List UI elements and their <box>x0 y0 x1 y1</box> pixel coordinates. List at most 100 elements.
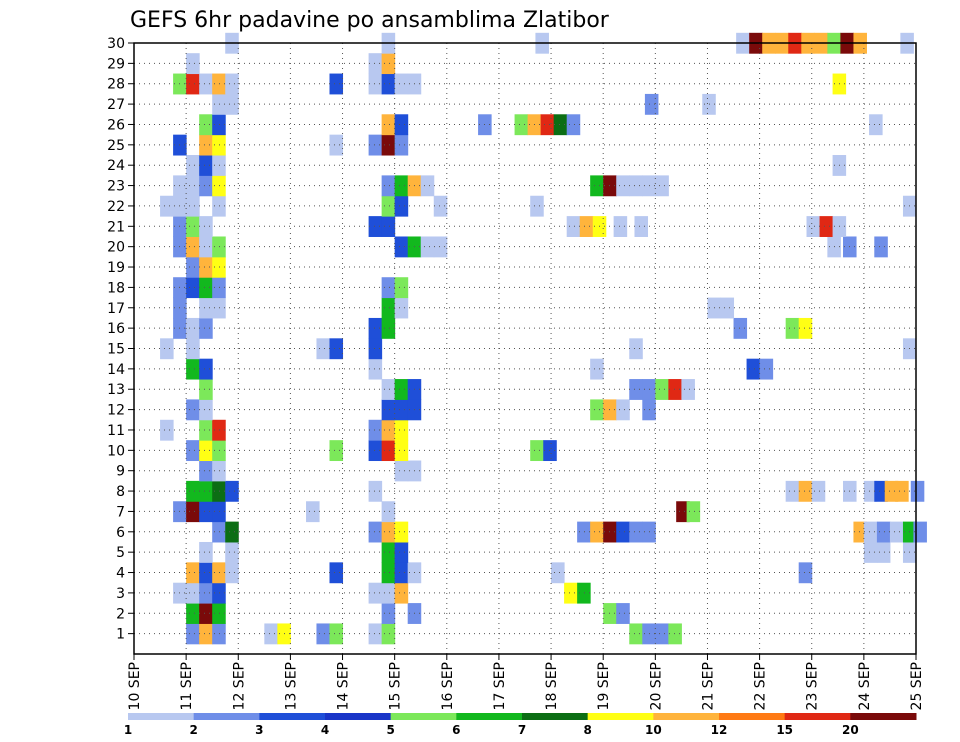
precip-cell <box>212 175 226 197</box>
precip-cell <box>199 440 213 462</box>
x-tick-label: 10 SEP <box>127 662 143 710</box>
precip-cell <box>212 256 226 278</box>
y-tick-label: 25 <box>107 138 125 154</box>
precip-cell <box>381 195 396 217</box>
precip-cell <box>212 501 226 523</box>
precip-cell <box>590 521 604 543</box>
x-tick-label: 22 SEP <box>753 662 769 710</box>
precip-cell <box>212 562 226 584</box>
precip-cell <box>629 175 643 197</box>
colorbar: 1 2 3 4 5 6 7 8 10 12 15 20 <box>124 713 917 737</box>
y-tick-label: 1 <box>116 627 125 643</box>
precip-cell <box>329 73 344 95</box>
y-tick-label: 11 <box>107 423 125 439</box>
precip-cell <box>368 53 383 75</box>
precip-cell <box>199 216 213 237</box>
precip-cell <box>381 623 396 645</box>
precip-cell <box>225 480 239 502</box>
precip-cell <box>199 73 213 95</box>
y-tick-label: 8 <box>116 484 125 500</box>
colorbar-segment <box>390 713 457 720</box>
precip-cell <box>590 358 604 380</box>
precip-cell <box>199 175 213 197</box>
precip-cell <box>785 317 800 339</box>
precip-cell <box>514 114 529 136</box>
colorbar-segment <box>522 713 589 720</box>
precip-cell <box>394 114 409 136</box>
precip-cell <box>368 440 383 462</box>
precip-cell <box>889 521 904 543</box>
precip-cell <box>316 338 330 360</box>
precip-cell <box>420 236 435 258</box>
precip-cell <box>530 440 544 462</box>
precip-cell <box>381 53 396 75</box>
precip-cell <box>199 134 213 156</box>
precip-cell <box>368 317 383 339</box>
precip-cell <box>394 399 409 421</box>
x-tick-label: 20 SEP <box>648 662 664 710</box>
precip-cell <box>394 236 409 258</box>
precip-cell <box>212 195 226 217</box>
precip-cell <box>199 460 213 482</box>
precip-cell <box>368 480 383 502</box>
precip-cell <box>160 338 174 360</box>
colorbar-label: 15 <box>776 723 793 737</box>
precip-cell <box>368 419 383 441</box>
precip-cell <box>644 93 659 115</box>
y-tick-label: 16 <box>107 321 125 337</box>
precip-cell <box>186 216 200 237</box>
precip-cell <box>616 521 630 543</box>
precip-cell <box>381 399 396 421</box>
precip-cell <box>368 358 383 380</box>
y-tick-label: 9 <box>116 464 125 480</box>
colorbar-label: 2 <box>189 723 197 737</box>
precip-cell <box>199 379 213 400</box>
precip-cell <box>564 582 578 604</box>
precip-cell <box>655 623 669 645</box>
y-tick-label: 27 <box>107 97 125 113</box>
precip-cell <box>785 480 800 502</box>
precip-cell <box>199 501 213 523</box>
precip-cell <box>394 277 409 299</box>
precip-cell <box>733 317 748 339</box>
precip-cell <box>577 582 591 604</box>
precip-cell <box>381 175 396 197</box>
precip-cell <box>329 338 344 360</box>
precip-cell <box>186 317 200 339</box>
precip-cell <box>329 623 344 645</box>
precip-cell <box>420 175 435 197</box>
precip-cell <box>186 358 200 380</box>
precip-cell <box>381 73 396 95</box>
y-tick-label: 10 <box>107 443 125 459</box>
colorbar-segment <box>653 713 720 720</box>
precip-cell <box>394 379 409 400</box>
colorbar-label: 12 <box>711 723 728 737</box>
precip-cell <box>160 195 174 217</box>
y-tick-label: 20 <box>107 240 125 256</box>
precip-cell <box>381 379 396 400</box>
precip-cell <box>160 419 174 441</box>
precip-cell <box>212 73 226 95</box>
precip-cell <box>811 480 826 502</box>
y-tick-label: 26 <box>107 117 125 133</box>
y-tick-label: 15 <box>107 342 125 358</box>
precip-cell <box>186 53 200 75</box>
precip-cell <box>186 175 200 197</box>
precip-cell <box>199 562 213 584</box>
precip-cell <box>199 480 213 502</box>
colorbar-segment <box>719 713 786 720</box>
precip-cell <box>381 297 396 319</box>
precip-cell <box>212 277 226 299</box>
precip-cell <box>225 562 239 584</box>
precip-cell <box>212 521 226 543</box>
precip-cell <box>186 623 200 645</box>
precip-cell <box>759 358 774 380</box>
precip-cell <box>381 440 396 462</box>
precip-cell <box>186 440 200 462</box>
precip-cell <box>225 541 239 563</box>
precip-cell <box>863 541 878 563</box>
precip-cell <box>186 73 200 95</box>
precip-cell <box>306 501 320 523</box>
precip-cell <box>199 297 213 319</box>
precip-cell <box>566 114 581 136</box>
